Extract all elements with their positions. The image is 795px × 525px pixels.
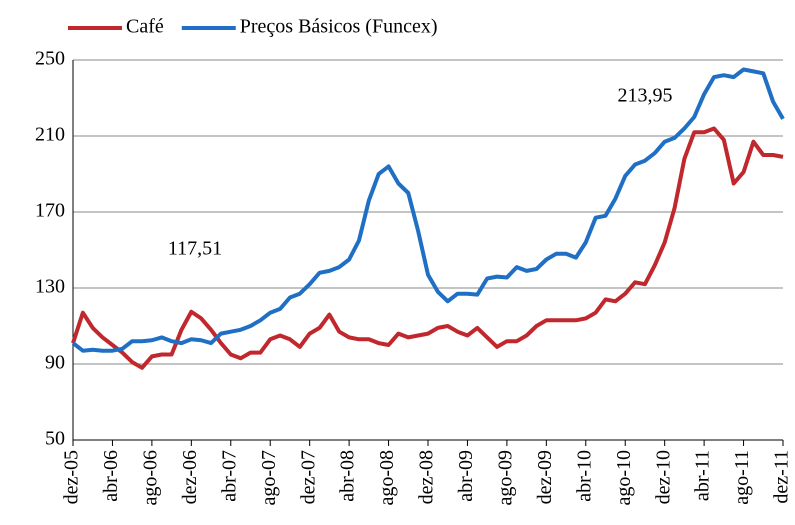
- y-tick-label: 90: [45, 352, 65, 374]
- y-tick-label: 130: [35, 276, 65, 298]
- x-tick-label: abr-08: [337, 450, 359, 502]
- x-tick-label: dez-09: [534, 450, 556, 504]
- x-tick-label: ago-06: [139, 450, 161, 506]
- y-tick-label: 250: [35, 48, 65, 70]
- y-tick-label: 170: [35, 200, 65, 222]
- x-tick-label: ago-11: [731, 450, 753, 505]
- annotation: 117,51: [168, 238, 222, 260]
- x-tick-label: dez-10: [652, 450, 674, 504]
- x-tick-label: ago-09: [494, 450, 516, 506]
- x-tick-label: ago-07: [258, 450, 280, 506]
- x-tick-label: abr-10: [573, 450, 595, 502]
- series-line: [71, 67, 785, 353]
- x-tick-label: abr-11: [692, 450, 714, 501]
- x-tick-label: dez-11: [771, 450, 793, 504]
- x-tick-label: dez-05: [61, 450, 83, 504]
- annotation: 213,95: [618, 85, 673, 107]
- y-tick-label: 210: [35, 124, 65, 146]
- x-tick-label: dez-06: [179, 450, 201, 504]
- x-tick-label: abr-07: [218, 450, 240, 502]
- x-tick-label: dez-07: [297, 450, 319, 504]
- x-tick-label: abr-06: [100, 450, 122, 502]
- x-tick-label: ago-08: [376, 450, 398, 506]
- x-tick-label: abr-09: [455, 450, 477, 502]
- x-tick-label: ago-10: [613, 450, 635, 506]
- y-tick-label: 50: [45, 428, 65, 450]
- legend-label: Café: [126, 16, 164, 38]
- series-line: [71, 126, 784, 370]
- legend-label: Preços Básicos (Funcex): [240, 16, 438, 38]
- x-tick-label: dez-08: [416, 450, 438, 504]
